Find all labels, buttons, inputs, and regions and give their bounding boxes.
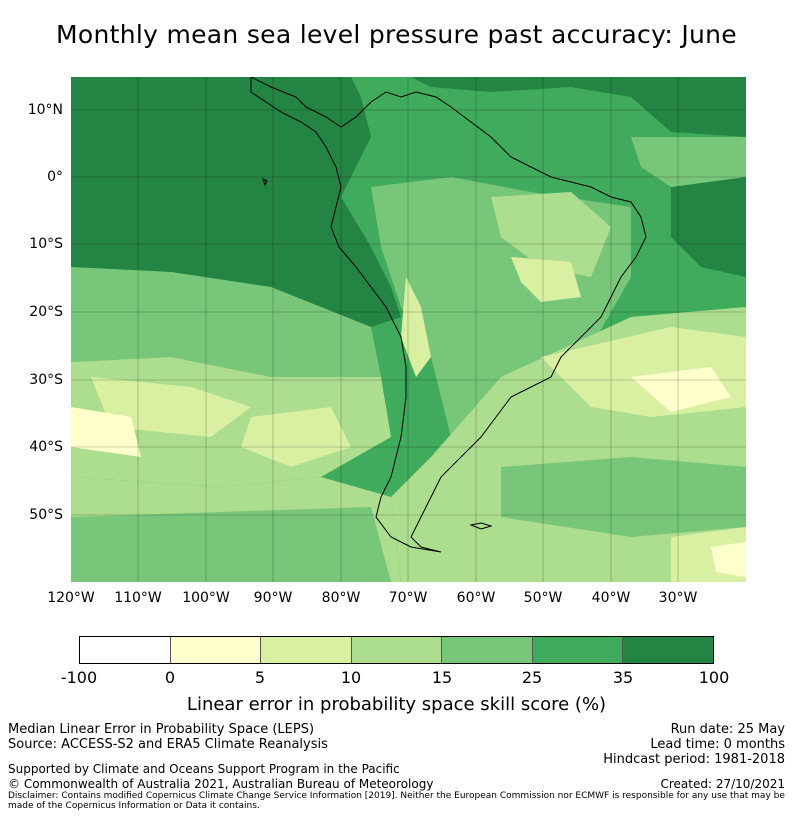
colorbar-segment [170,637,262,663]
coastline-galapagos [262,178,268,187]
colorbar-segment [442,637,533,663]
lat-label-50s: 50°S [29,507,63,523]
colorbar-tick: 5 [254,668,266,687]
colorbar-tick: 35 [612,668,634,687]
footer-created: Created: 27/10/2021 [660,777,785,791]
lon-label-120w: 120°W [47,590,95,606]
lat-label-10n: 10°N [27,102,63,118]
skill-map-svg [71,77,746,582]
footer-method: Median Linear Error in Probability Space… [8,722,315,737]
region-andes-light [401,277,431,377]
lat-label-0: 0° [47,169,63,185]
lat-label-30s: 30°S [29,372,63,388]
lon-label-60w: 60°W [456,590,496,606]
coastline-south-america [250,77,647,553]
region-far-southeast-white [711,542,746,577]
colorbar-tick: -100 [60,668,98,687]
colorbar-label: Linear error in probability space skill … [186,694,607,715]
skill-map [71,77,746,582]
colorbar-segment [623,637,714,663]
lat-label-20s: 20°S [29,304,63,320]
colorbar-tick: 100 [698,668,730,687]
region-mid-south-pacific [71,267,381,377]
lon-label-100w: 100°W [182,590,230,606]
region-pale-pacific-2 [71,407,141,457]
footer-copyright: © Commonwealth of Australia 2021, Austra… [8,777,434,791]
lon-label-50w: 50°W [523,590,563,606]
lon-label-40w: 40°W [591,590,631,606]
map-title: Monthly mean sea level pressure past acc… [56,20,737,49]
colorbar-segment [261,637,352,663]
footer-support: Supported by Climate and Oceans Support … [8,762,400,776]
footer-disclaimer: Disclaimer: Contains modified Copernicus… [8,791,785,811]
lon-label-80w: 80°W [321,590,361,606]
region-pale-pacific-3 [241,407,351,467]
footer-run-date: Run date: 25 May [670,722,785,737]
lat-label-10s: 10°S [29,236,63,252]
footer-source: Source: ACCESS-S2 and ERA5 Climate Reana… [8,737,328,752]
region-south-atlantic-mid [501,457,746,537]
region-equatorial-atlantic [631,137,746,187]
colorbar-tick: 25 [521,668,543,687]
region-continent-pale [511,257,581,302]
region-dark-north [411,77,746,137]
region-continent-light [491,192,611,277]
colorbar-segment [80,637,171,663]
colorbar [79,636,714,664]
footer-hindcast: Hindcast period: 1981-2018 [603,752,785,767]
region-dark-atlantic [671,177,746,277]
colorbar-segment [532,637,624,663]
lon-label-30w: 30°W [658,590,698,606]
lat-label-40s: 40°S [29,439,63,455]
coastline-falklands [469,522,493,530]
colorbar-tick: 0 [164,668,176,687]
region-south-atlantic-yellow [631,367,731,412]
lon-label-110w: 110°W [114,590,162,606]
colorbar-tick: 15 [431,668,453,687]
footer-right: Run date: 25 May Lead time: 0 months Hin… [603,722,785,767]
lon-label-70w: 70°W [388,590,428,606]
colorbar-tick: 10 [340,668,362,687]
region-southern-green [71,507,391,582]
footer-left: Median Linear Error in Probability Space… [8,722,328,752]
footer-lead-time: Lead time: 0 months [650,737,785,752]
lon-label-90w: 90°W [253,590,293,606]
colorbar-segment [351,637,443,663]
region-dark-pacific [71,77,401,327]
gridlines [71,77,746,582]
